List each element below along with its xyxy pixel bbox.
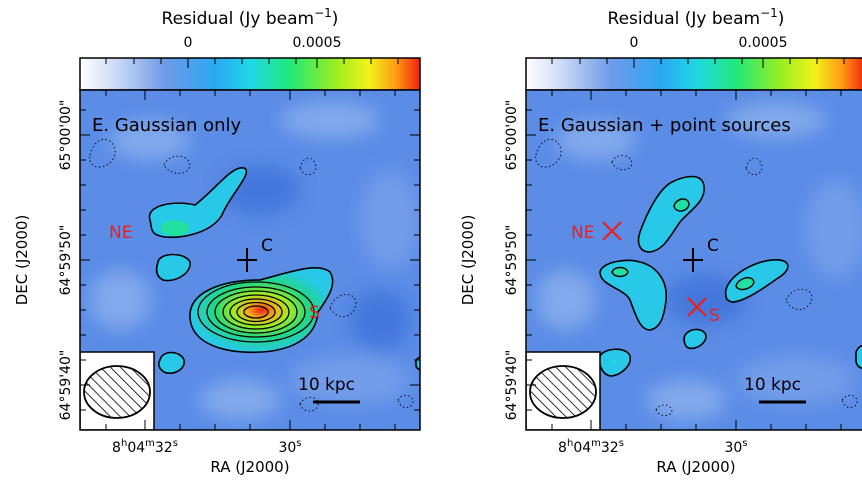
- scalebar-label: 10 kpc: [298, 375, 355, 395]
- colorbar-left: Residual (Jy beam−1) 0 0.0005: [79, 6, 421, 91]
- scalebar-label: 10 kpc: [744, 375, 801, 395]
- x-marker-ne: [602, 221, 622, 241]
- x-axis-label: RA (J2000): [656, 458, 735, 476]
- xtick-label: 8h04m32s: [112, 438, 178, 456]
- colorbar-right: Residual (Jy beam−1) 0 0.0005: [525, 6, 862, 91]
- cross-marker-c: [683, 248, 703, 272]
- marker-label-s: S: [709, 306, 720, 326]
- marker-label-s: S: [309, 303, 320, 323]
- marker-label-c: C: [707, 236, 719, 256]
- marker-label-ne: NE: [109, 223, 132, 243]
- marker-label-c: C: [261, 236, 273, 256]
- ytick-label: 65°00'00": [58, 100, 74, 171]
- cross-marker-c: [237, 248, 257, 272]
- y-axis-label: DEC (J2000): [13, 215, 31, 306]
- colorbar-tick-label: 0: [630, 35, 639, 51]
- panel-title: E. Gaussian + point sources: [538, 115, 791, 136]
- contour-s: [189, 267, 334, 354]
- xtick-label: 8h04m32s: [558, 438, 624, 456]
- left-panel: Residual (Jy beam−1) 0 0.0005: [13, 6, 421, 476]
- xtick-label: 30s: [278, 438, 301, 456]
- x-marker-s: [687, 297, 707, 317]
- contour-ne: [148, 167, 247, 239]
- colorbar-tick-label: 0.0005: [293, 35, 342, 51]
- y-axis-label: DEC (J2000): [459, 215, 477, 306]
- colorbar-tick-label: 0: [184, 35, 193, 51]
- x-axis-label: RA (J2000): [210, 458, 289, 476]
- panel-title: E. Gaussian only: [92, 115, 242, 136]
- right-panel: Residual (Jy beam−1) 0 0.0005: [459, 6, 862, 476]
- residual-map-right: [526, 90, 862, 430]
- colorbar-label: Residual (Jy beam−1): [608, 6, 785, 29]
- ytick-label: 64°59'40": [504, 350, 520, 421]
- beam-ellipse: [83, 365, 151, 419]
- ytick-label: 65°00'00": [504, 100, 520, 171]
- beam-ellipse: [529, 365, 597, 419]
- ytick-label: 64°59'50": [504, 225, 520, 296]
- colorbar-label: Residual (Jy beam−1): [162, 6, 339, 29]
- ytick-label: 64°59'40": [58, 350, 74, 421]
- colorbar-gradient: [525, 57, 862, 91]
- colorbar-tick-label: 0.0005: [739, 35, 788, 51]
- xtick-label: 30s: [724, 438, 747, 456]
- marker-label-ne: NE: [571, 223, 594, 243]
- ytick-label: 64°59'50": [58, 225, 74, 296]
- colorbar-gradient: [79, 57, 421, 91]
